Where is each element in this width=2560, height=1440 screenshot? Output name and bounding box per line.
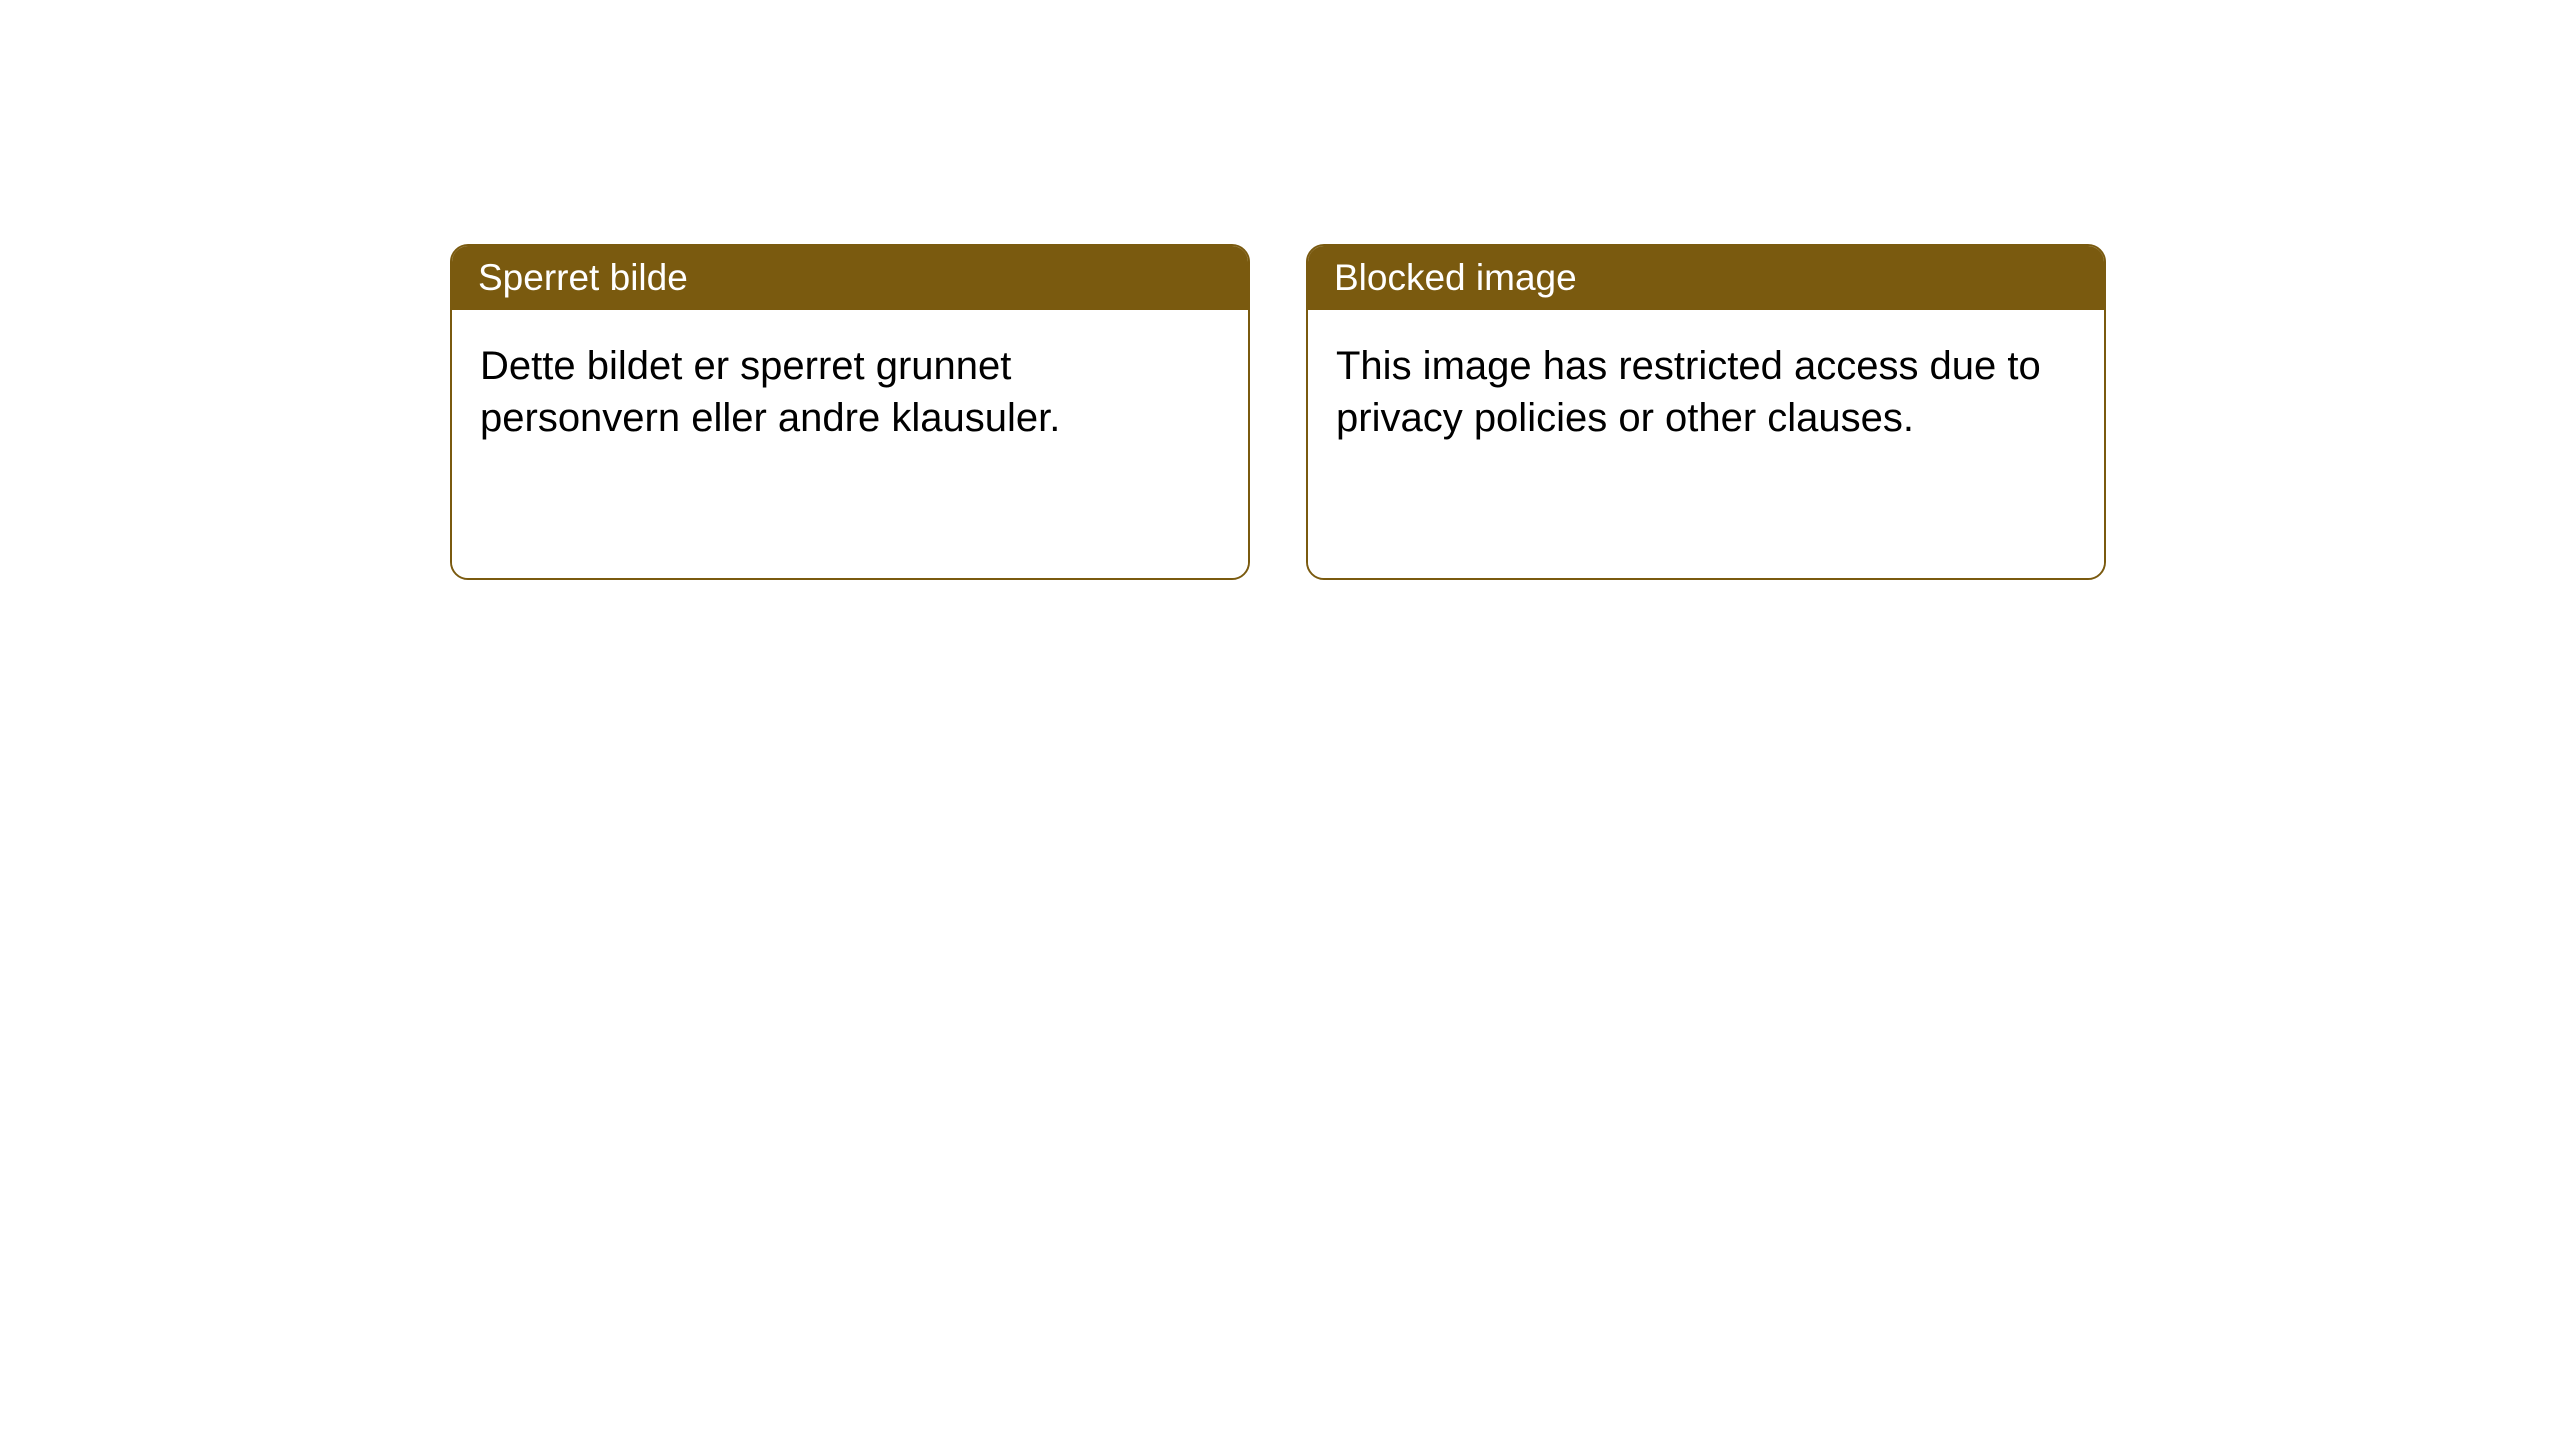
card-body-text: Dette bildet er sperret grunnet personve… <box>452 310 1248 578</box>
notice-card-norwegian: Sperret bilde Dette bildet er sperret gr… <box>450 244 1250 580</box>
card-body-text: This image has restricted access due to … <box>1308 310 2104 578</box>
card-title: Sperret bilde <box>452 246 1248 310</box>
notice-card-english: Blocked image This image has restricted … <box>1306 244 2106 580</box>
notice-cards-container: Sperret bilde Dette bildet er sperret gr… <box>0 0 2560 580</box>
card-title: Blocked image <box>1308 246 2104 310</box>
